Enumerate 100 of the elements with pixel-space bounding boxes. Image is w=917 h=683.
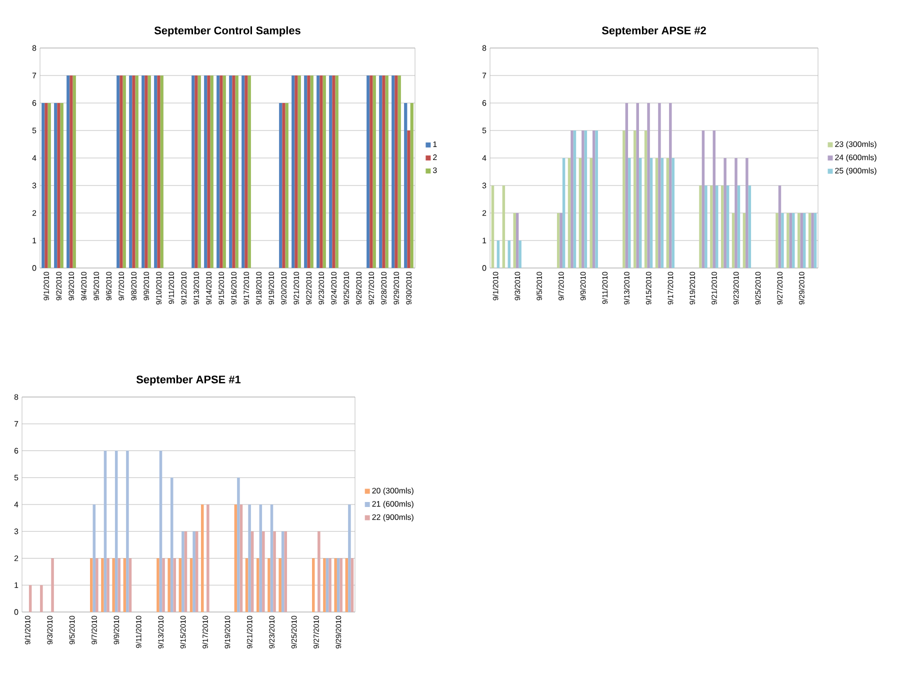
bar bbox=[562, 158, 566, 268]
bar bbox=[96, 558, 98, 612]
bar bbox=[194, 76, 198, 268]
bar bbox=[294, 76, 298, 268]
bar bbox=[123, 558, 126, 612]
bar bbox=[273, 531, 276, 612]
bar bbox=[814, 212, 817, 268]
bar bbox=[798, 212, 800, 268]
bar bbox=[712, 130, 716, 268]
bar bbox=[135, 76, 138, 268]
bar bbox=[332, 76, 336, 268]
bar bbox=[160, 76, 164, 268]
bar bbox=[636, 103, 639, 268]
bar bbox=[786, 212, 790, 268]
bar bbox=[789, 212, 792, 268]
bar bbox=[182, 531, 184, 612]
bar bbox=[207, 76, 210, 268]
bar bbox=[573, 130, 576, 268]
bar bbox=[336, 558, 340, 612]
bar bbox=[128, 558, 132, 612]
bar bbox=[394, 76, 398, 268]
bar bbox=[800, 212, 803, 268]
bar bbox=[281, 531, 284, 612]
bar bbox=[159, 450, 162, 612]
bar bbox=[200, 504, 204, 612]
bar bbox=[222, 76, 226, 268]
bar bbox=[216, 76, 220, 268]
bar bbox=[776, 212, 778, 268]
bar bbox=[372, 76, 376, 268]
bar bbox=[44, 103, 48, 268]
bar bbox=[811, 212, 814, 268]
bar bbox=[516, 212, 519, 268]
bar bbox=[724, 158, 726, 268]
bar bbox=[622, 130, 626, 268]
chart-title: September APSE #1 bbox=[136, 375, 241, 386]
bar bbox=[638, 158, 642, 268]
bar bbox=[720, 186, 724, 268]
bar bbox=[407, 130, 410, 268]
bar bbox=[742, 212, 746, 268]
bar bbox=[491, 186, 494, 268]
bar bbox=[320, 76, 323, 268]
bar bbox=[366, 76, 370, 268]
bar bbox=[737, 186, 740, 268]
bar bbox=[348, 504, 351, 612]
bar bbox=[329, 76, 332, 268]
bar bbox=[650, 158, 653, 268]
bar bbox=[792, 212, 795, 268]
bar bbox=[316, 76, 320, 268]
bar bbox=[210, 76, 214, 268]
bar bbox=[508, 240, 511, 268]
bar bbox=[114, 450, 118, 612]
bar bbox=[666, 158, 670, 268]
bar bbox=[570, 130, 574, 268]
chart-title: September Control Samples bbox=[154, 26, 300, 37]
bar bbox=[410, 103, 414, 268]
bar bbox=[326, 558, 329, 612]
bar bbox=[644, 130, 648, 268]
bar bbox=[190, 558, 193, 612]
bar bbox=[92, 504, 96, 612]
bar bbox=[732, 212, 735, 268]
bar bbox=[379, 76, 382, 268]
bar bbox=[496, 240, 500, 268]
bar bbox=[168, 558, 170, 612]
bar bbox=[298, 76, 301, 268]
bar bbox=[101, 558, 104, 612]
bar bbox=[672, 158, 675, 268]
bar bbox=[162, 558, 165, 612]
bar bbox=[310, 76, 314, 268]
bar bbox=[710, 186, 713, 268]
bar bbox=[178, 558, 182, 612]
bar bbox=[48, 103, 51, 268]
bar bbox=[382, 76, 386, 268]
bar bbox=[250, 531, 254, 612]
bar bbox=[144, 76, 148, 268]
bar bbox=[628, 158, 631, 268]
bar bbox=[248, 76, 251, 268]
bar bbox=[584, 130, 588, 268]
bar bbox=[592, 130, 596, 268]
bar bbox=[746, 158, 748, 268]
bar bbox=[334, 558, 337, 612]
bar bbox=[625, 103, 628, 268]
bar bbox=[502, 186, 506, 268]
bar bbox=[148, 76, 151, 268]
bar bbox=[655, 158, 658, 268]
bar bbox=[142, 76, 145, 268]
bar bbox=[699, 186, 702, 268]
bar bbox=[734, 158, 738, 268]
bar bbox=[28, 585, 32, 612]
bar bbox=[578, 158, 582, 268]
bar bbox=[106, 558, 110, 612]
bar bbox=[262, 531, 265, 612]
bar bbox=[245, 558, 248, 612]
bar bbox=[285, 103, 288, 268]
bar bbox=[112, 558, 115, 612]
bar bbox=[328, 558, 332, 612]
bar bbox=[568, 158, 571, 268]
bar bbox=[235, 76, 238, 268]
bar bbox=[51, 558, 54, 612]
bar bbox=[660, 158, 664, 268]
bar bbox=[173, 558, 176, 612]
